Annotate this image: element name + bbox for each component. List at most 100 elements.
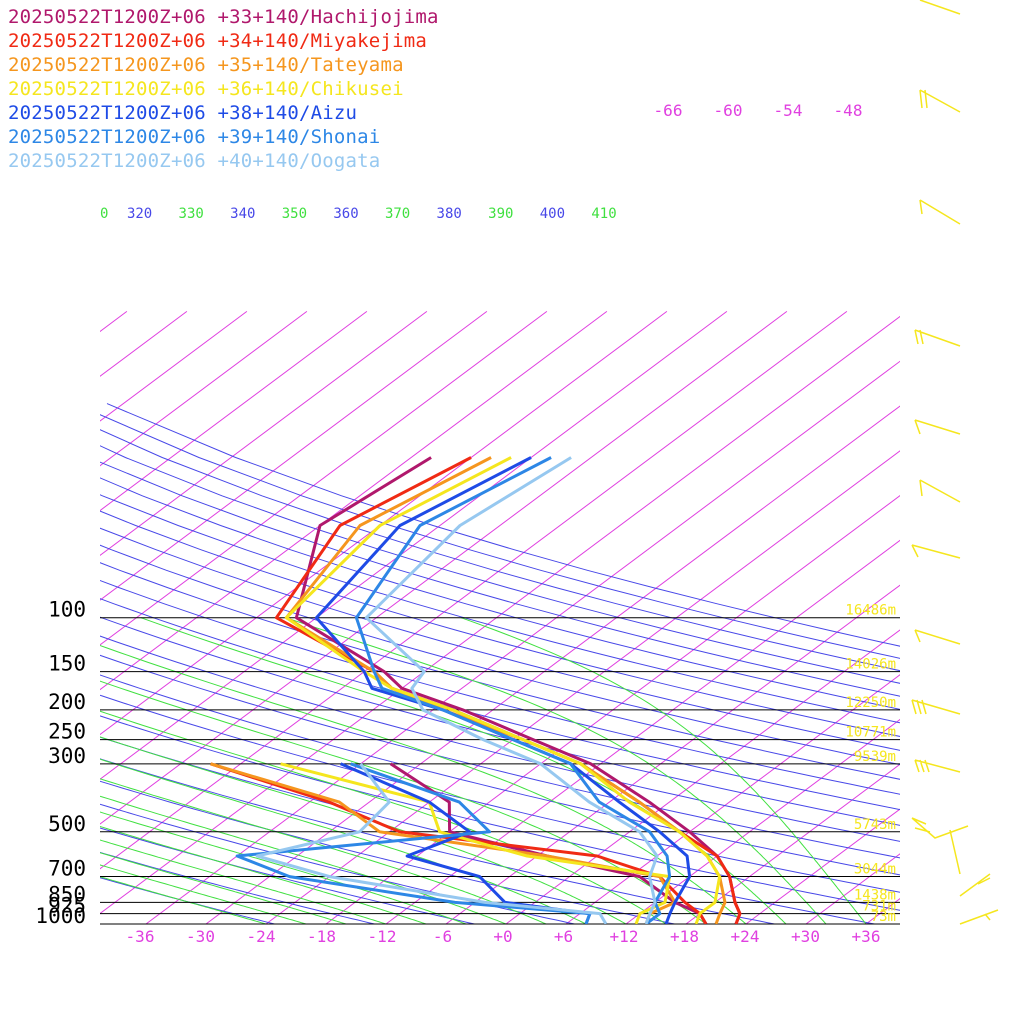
x-tick-label: -24 <box>247 927 276 946</box>
pressure-label: 100 <box>48 598 86 622</box>
isotherm-label: -48 <box>834 101 863 120</box>
wind-barb <box>911 544 961 559</box>
height-label: 3044m <box>854 862 896 878</box>
wind-barb <box>914 629 961 645</box>
dry-adiabat-line <box>100 674 900 876</box>
theta-label: 400 <box>540 206 565 222</box>
height-label: 9539m <box>854 749 896 765</box>
theta-label: 0 <box>100 206 108 222</box>
dry-adiabat-line <box>100 780 678 924</box>
legend-entry: 20250522T1200Z+06 +40+140/Oogata <box>8 150 381 172</box>
isotherm-line <box>100 310 308 467</box>
wind-barb <box>914 419 961 435</box>
profile-lines <box>210 456 742 924</box>
pressure-label: 300 <box>48 744 86 768</box>
pressure-label: 850 <box>48 882 86 906</box>
height-label: 5743m <box>854 817 896 833</box>
isotherm-line <box>926 311 1024 924</box>
dry-adiabat-line <box>100 510 900 737</box>
pressure-lines <box>100 617 900 925</box>
dry-adiabat-line <box>100 827 477 924</box>
dry-adiabat-line <box>100 579 900 795</box>
legend-entry: 20250522T1200Z+06 +35+140/Tateyama <box>8 54 404 76</box>
theta-label: 370 <box>385 206 410 222</box>
pressure-label: 500 <box>48 812 86 836</box>
moist-adiabat-line <box>100 876 267 924</box>
x-tick-label: +0 <box>493 927 512 946</box>
dry-adiabat-line <box>100 635 900 842</box>
isotherm-line <box>100 310 488 601</box>
legend-entry: 20250522T1200Z+06 +39+140/Shonai <box>8 126 381 148</box>
isotherm-line <box>100 310 368 512</box>
dry-adiabat-line <box>100 758 778 924</box>
wind-barb <box>914 329 961 347</box>
isotherm-label: -60 <box>714 101 743 120</box>
wind-barbs <box>911 0 999 925</box>
dry-adiabat-line <box>100 544 900 766</box>
wind-barb <box>911 817 969 839</box>
temperature-line <box>284 456 722 924</box>
wind-barb <box>949 829 961 875</box>
legend-entry: 20250522T1200Z+06 +38+140/Aizu <box>8 102 358 124</box>
dry-adiabat-line <box>100 736 878 924</box>
isotherm-line <box>625 718 900 924</box>
wind-barb <box>911 699 961 715</box>
height-label: 12250m <box>845 695 896 711</box>
isotherm-line <box>100 310 248 422</box>
moist-adiabat-line <box>460 617 867 924</box>
dry-adiabat-line <box>100 477 900 710</box>
legend-entry: 20250522T1200Z+06 +34+140/Miyakejima <box>8 30 428 52</box>
x-tick-label: +18 <box>670 927 699 946</box>
wind-barb <box>959 873 991 897</box>
moist-adiabat-lines <box>100 617 867 924</box>
dry-adiabat-line <box>100 654 900 859</box>
legend-entry: 20250522T1200Z+06 +36+140/Chikusei <box>8 78 404 100</box>
x-tick-label: +24 <box>731 927 760 946</box>
x-tick-label: -12 <box>368 927 397 946</box>
dry-adiabat-line <box>100 851 377 924</box>
theta-label: 320 <box>127 206 152 222</box>
theta-label: 330 <box>179 206 204 222</box>
theta-label: 380 <box>437 206 462 222</box>
isotherm-line <box>685 763 900 924</box>
isotherm-label: -66 <box>654 101 683 120</box>
x-tick-label: +12 <box>610 927 639 946</box>
pressure-label: 150 <box>48 652 86 676</box>
pressure-label: 250 <box>48 720 86 744</box>
isotherm-line <box>100 310 428 556</box>
temperature-line <box>354 456 672 924</box>
wind-barb <box>919 479 961 503</box>
theta-label: 410 <box>591 206 616 222</box>
wind-barb <box>919 89 961 113</box>
x-tick-label: +6 <box>554 927 573 946</box>
dewpoint-line <box>255 762 608 924</box>
height-label: 1438m <box>854 887 896 903</box>
x-tick-label: +36 <box>852 927 881 946</box>
theta-label: 350 <box>282 206 307 222</box>
height-label: 14026m <box>845 657 896 673</box>
legend: 20250522T1200Z+06 +33+140/Hachijojima 202… <box>8 5 439 173</box>
isotherm-line <box>0 311 7 924</box>
x-tick-label: -6 <box>433 927 452 946</box>
dry-adiabat-line <box>100 527 900 751</box>
pressure-label: 925 <box>48 894 86 918</box>
dewpoint-line <box>210 762 708 924</box>
wind-barb <box>919 0 961 15</box>
dry-adiabat-line <box>100 616 900 826</box>
height-label: 10771m <box>845 725 896 741</box>
height-label: 16486m <box>845 603 896 619</box>
height-label: 73m <box>871 909 896 925</box>
temperature-line <box>274 456 742 924</box>
theta-label: 340 <box>230 206 255 222</box>
wind-barb <box>919 199 961 225</box>
legend-entry: 20250522T1200Z+06 +33+140/Hachijojima <box>8 6 439 28</box>
isotherm-line <box>986 311 1024 924</box>
wind-barb <box>959 909 999 925</box>
wind-barb <box>914 759 961 773</box>
isotherm-line <box>565 674 900 924</box>
x-tick-label: -36 <box>126 927 155 946</box>
theta-label: 360 <box>333 206 358 222</box>
x-tick-label: -18 <box>307 927 336 946</box>
height-label: 731m <box>862 899 896 915</box>
